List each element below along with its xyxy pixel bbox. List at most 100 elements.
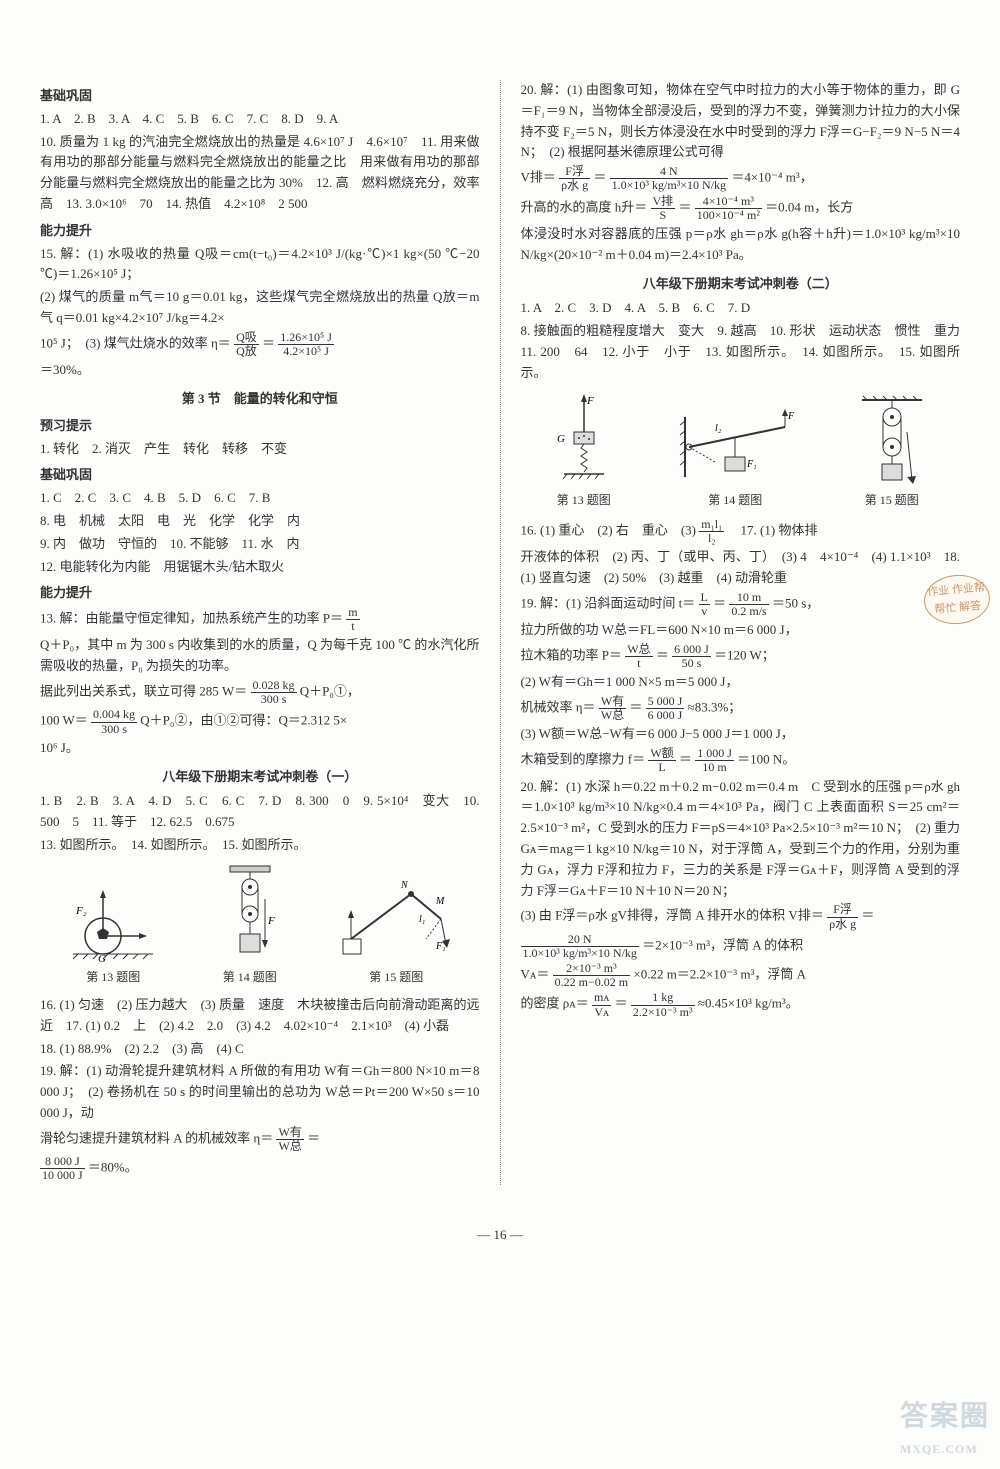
fig-label: 第 15 题图: [369, 968, 423, 987]
svg-text:F₂: F₂: [787, 411, 795, 422]
e2-q19f: (3) W额＝W总−W有＝6 000 J−5 000 J＝1 000 J，: [521, 724, 961, 745]
fig-label: 第 15 题图: [865, 491, 919, 510]
e2-q19g: 木箱受到的摩擦力 f＝ W额L ＝ 1 000 J10 m ＝100 N。: [521, 747, 961, 774]
svg-text:G: G: [98, 953, 106, 964]
watermark-main: 答案圈: [900, 1401, 990, 1432]
pulley-diagram-icon: F: [215, 864, 285, 964]
q20a: 20. 解：(1) 由图象可知，物体在空气中时拉力的大小等于物体的重力，即 G＝…: [521, 80, 961, 163]
e1-q16-17: 16. (1) 匀速 (2) 压力越大 (3) 质量 速度 木块被撞击后向前滑动…: [40, 995, 480, 1037]
e2-q20c: 20 N1.0×10³ kg/m³×10 N/kg ＝2×10⁻³ m³，浮筒 …: [521, 933, 961, 960]
svg-text:F₁: F₁: [435, 941, 446, 952]
figure-15-right: 第 15 题图: [852, 392, 932, 510]
e2-q19d: (2) W有＝Gh＝1 000 N×5 m＝5 000 J，: [521, 672, 961, 693]
spring-force-diagram-icon: F G: [549, 392, 619, 487]
figure-13-left: F₂ G 第 13 题图: [68, 884, 158, 987]
e2-q19b: 拉力所做的功 W总＝FL＝600 N×10 m＝6 000 J，: [521, 620, 961, 641]
answers-10-14: 10. 质量为 1 kg 的汽油完全燃烧放出的热量是 4.6×10⁷ J 4.6…: [40, 132, 480, 215]
svg-text:F: F: [586, 395, 594, 407]
e2-q19a: 19. 解：(1) 沿斜面运动时间 t＝ Lv ＝ 10 m0.2 m/s ＝5…: [521, 591, 961, 618]
figure-14-left: F 第 14 题图: [215, 864, 285, 987]
fraction: 20 N1.0×10³ kg/m³×10 N/kg: [521, 933, 639, 960]
fraction: mᴀVᴀ: [592, 991, 611, 1018]
svg-text:l₁: l₁: [419, 914, 425, 925]
e1-q13-15: 13. 如图所示。 14. 如图所示。 15. 如图所示。: [40, 835, 480, 856]
figure-row-left: F₂ G 第 13 题图: [40, 864, 480, 987]
watermark: 答案圈 MXQE.COM: [900, 1395, 990, 1459]
q20b: V排＝ F浮ρ水 g ＝ 4 N1.0×10³ kg/m³×10 N/kg ＝4…: [521, 165, 961, 192]
fraction: 8 000 J10 000 J: [40, 1155, 85, 1182]
e2-q1-7: 1. A 2. C 3. D 4. A 5. B 6. C 7. D: [521, 298, 961, 319]
figure-14-right: F₂ F₁ l₂ 第 14 题图: [675, 407, 795, 510]
fraction: W有W总: [599, 695, 626, 722]
soccer-ball-diagram-icon: F₂ G: [68, 884, 158, 964]
q13-b: Q＋P₀，其中 m 为 300 s 内收集到的水的质量，Q 为每千克 100 ℃…: [40, 635, 480, 677]
fraction: 0.004 kg300 s: [91, 708, 137, 735]
answers-1-9: 1. A 2. B 3. A 4. C 5. B 6. C 7. C 8. D …: [40, 109, 480, 130]
svg-text:F: F: [267, 915, 275, 927]
ability2-title: 能力提升: [40, 583, 480, 604]
pulley-system-diagram-icon: [852, 392, 932, 487]
fraction: 5 000 J6 000 J: [646, 695, 685, 722]
fraction: W有W总: [276, 1126, 303, 1153]
b2-q8: 8. 电 机械 太阳 电 光 化学 化学 内: [40, 511, 480, 532]
b2-q12: 12. 电能转化为内能 用锯锯木头/钻木取火: [40, 557, 480, 578]
svg-text:F₁: F₁: [746, 459, 757, 470]
fraction: V排S: [651, 195, 676, 222]
e2-q20e: 的密度 ρᴀ＝ mᴀVᴀ ＝ 1 kg2.2×10⁻³ m³ ≈0.45×10³…: [521, 991, 961, 1018]
fraction: m₁l₁l₂: [699, 518, 724, 545]
q13-a: 13. 解：由能量守恒定律知，加热系统产生的功率 P＝ mt: [40, 606, 480, 633]
e2-q20d: Vᴀ＝ 2×10⁻³ m³0.22 m−0.02 m ×0.22 m＝2.2×1…: [521, 962, 961, 989]
fraction: 0.028 kg300 s: [251, 679, 297, 706]
q15-part3: 10⁵ J； (3) 煤气灶烧水的效率 η＝ Q吸Q放 ＝ 1.26×10⁵ J…: [40, 331, 480, 358]
fraction: 1 kg2.2×10⁻³ m³: [631, 991, 695, 1018]
fraction: Lv: [699, 591, 710, 618]
fraction: mt: [346, 606, 359, 633]
fraction: 1 000 J10 m: [695, 747, 734, 774]
q13-e: 10⁶ J。: [40, 738, 480, 759]
q20d: 体浸没时水对容器底的压强 p＝ρ水 gh＝ρ水 g(h容＋h升)＝1.0×10³…: [521, 224, 961, 266]
q15-part2: (2) 煤气的质量 m气＝10 g＝0.01 kg，这些煤气完全燃烧放出的热量 …: [40, 287, 480, 329]
e1-q19b: 滑轮匀速提升建筑材料 A 的机械效率 η＝ W有W总 ＝: [40, 1126, 480, 1153]
b2-q9-11: 9. 内 做功 守恒的 10. 不能够 11. 水 内: [40, 534, 480, 555]
e2-q16: 16. (1) 重心 (2) 右 重心 (3) m₁l₁l₂ 17. (1) 物…: [521, 518, 961, 545]
figure-15-left: N M F₁ l₁ 第 15 题图: [341, 874, 451, 987]
column-divider: [500, 80, 501, 1185]
figure-row-right: F G 第 13 题图 F₂: [521, 392, 961, 510]
fraction: F浮ρ水 g: [827, 903, 858, 930]
watermark-sub: MXQE.COM: [900, 1440, 990, 1459]
q13-c: 据此列出关系式，联立可得 285 W＝ 0.028 kg300 s Q＋P₀①，: [40, 679, 480, 706]
fraction: 1.26×10⁵ J4.2×10⁵ J: [278, 331, 334, 358]
fig-label: 第 13 题图: [86, 968, 140, 987]
q13-d: 100 W＝ 0.004 kg300 s Q＋P₀②，由①②可得：Q＝2.312…: [40, 708, 480, 735]
figure-13-right: F G 第 13 题图: [549, 392, 619, 510]
svg-text:N: N: [400, 880, 409, 891]
b2-q1-7: 1. C 2. C 3. C 4. B 5. D 6. C 7. B: [40, 488, 480, 509]
fig-label: 第 14 题图: [223, 968, 277, 987]
svg-text:G: G: [557, 433, 565, 445]
seesaw-lever-diagram-icon: F₂ F₁ l₂: [675, 407, 795, 487]
fraction: Q吸Q放: [234, 331, 259, 358]
e2-q17-18: 开液体的体积 (2) 丙、丁（或甲、丙、丁） (3) 4 4×10⁻⁴ (4) …: [521, 547, 961, 589]
e2-q8-15: 8. 接触面的粗糙程度增大 变大 9. 越高 10. 形状 运动状态 惯性 重力…: [521, 321, 961, 383]
e2-q20b: (3) 由 F浮＝ρ水 gV排得，浮筒 A 排开水的体积 V排＝ F浮ρ水 g …: [521, 903, 961, 930]
fraction: 2×10⁻³ m³0.22 m−0.02 m: [553, 962, 630, 989]
lever-diagram-icon: N M F₁ l₁: [341, 874, 451, 964]
preview-title: 预习提示: [40, 416, 480, 437]
e2-q19c: 拉木箱的功率 P＝ W总t ＝ 6 000 J50 s ＝120 W；: [521, 643, 961, 670]
page-container: 基础巩固 1. A 2. B 3. A 4. C 5. B 6. C 7. C …: [0, 0, 1000, 1205]
fraction: 4 N1.0×10³ kg/m³×10 N/kg: [610, 165, 728, 192]
q15-part1: 15. 解：(1) 水吸收的热量 Q吸＝cm(t−t₀)＝4.2×10³ J/(…: [40, 244, 480, 286]
q20c: 升高的水的高度 h升＝ V排S ＝ 4×10⁻⁴ m³100×10⁻⁴ m² ＝…: [521, 195, 961, 222]
fraction: 6 000 J50 s: [672, 643, 711, 670]
basic2-title: 基础巩固: [40, 465, 480, 486]
page-number: — 16 —: [0, 1225, 1000, 1276]
right-column: 20. 解：(1) 由图象可知，物体在空气中时拉力的大小等于物体的重力，即 G＝…: [521, 80, 961, 1185]
svg-text:M: M: [435, 896, 445, 907]
q15-part4: ＝30%。: [40, 360, 480, 381]
e1-q19c: 8 000 J10 000 J ＝80%。: [40, 1155, 480, 1182]
fig-label: 第 14 题图: [708, 491, 762, 510]
svg-text:l₂: l₂: [715, 423, 722, 434]
e1-q18: 18. (1) 88.9% (2) 2.2 (3) 高 (4) C: [40, 1039, 480, 1060]
svg-text:F₂: F₂: [75, 905, 87, 917]
fraction: 10 m0.2 m/s: [729, 591, 768, 618]
